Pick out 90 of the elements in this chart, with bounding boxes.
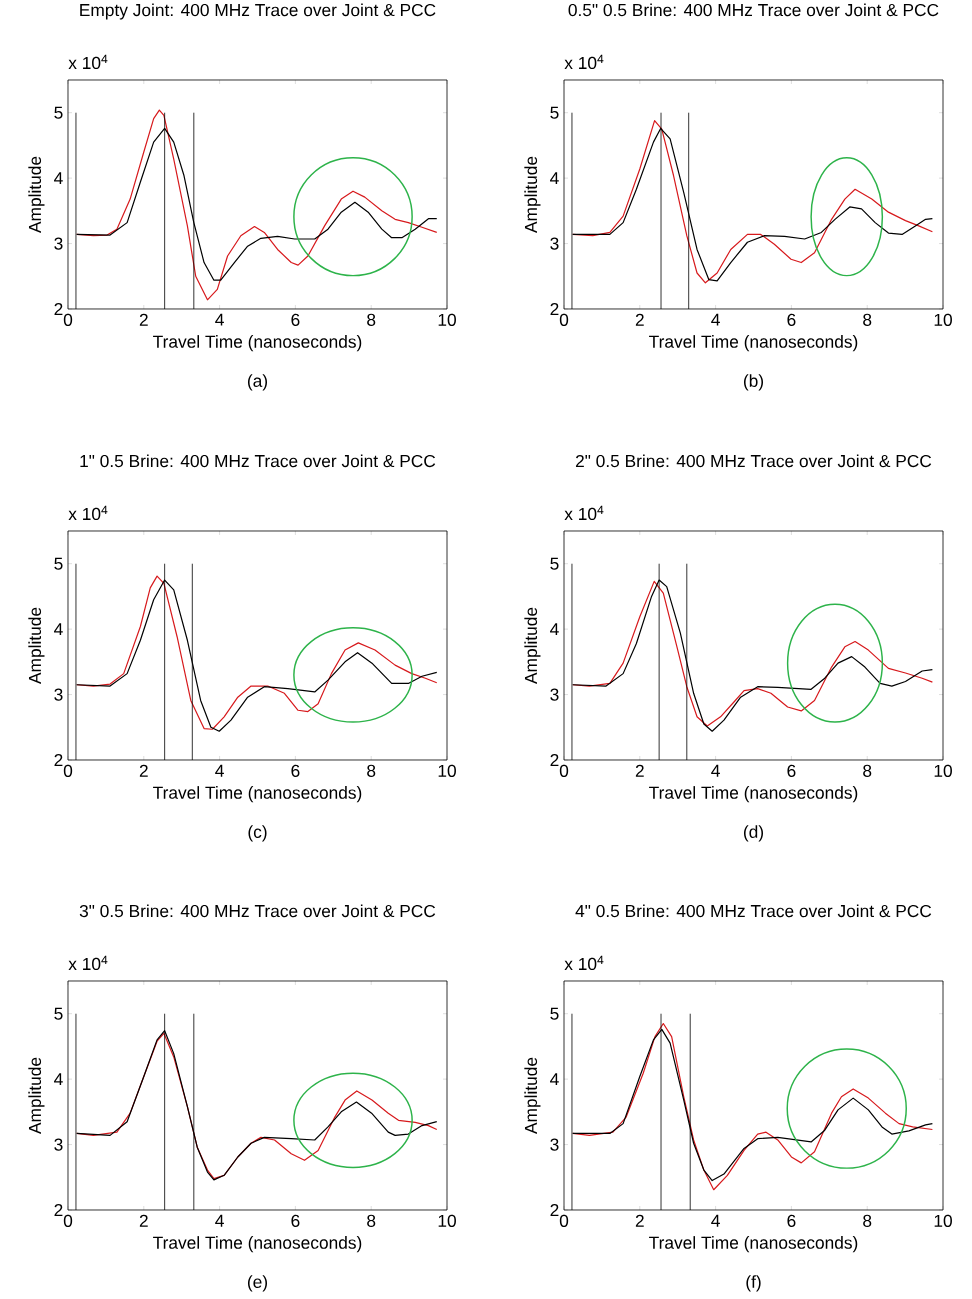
x-tick-label: 10 — [934, 313, 952, 326]
y-tick-label: 5 — [54, 557, 63, 570]
y-tick-label: 2 — [550, 302, 559, 316]
x-tick-label: 4 — [711, 313, 720, 326]
y-tick-label: 4 — [54, 1073, 63, 1086]
x-tick-label: 4 — [215, 1214, 224, 1227]
x-tick-label: 2 — [139, 313, 148, 326]
x-tick-label: 2 — [635, 764, 644, 777]
x-axis-title: Travel Time (nanoseconds) — [153, 335, 362, 352]
y-tick-label: 3 — [550, 1138, 559, 1151]
text: x 10$^{4}$ — [564, 54, 604, 70]
x-tick-label: 8 — [367, 313, 376, 326]
text: x 10$^{4}$ — [68, 955, 108, 971]
y-tick-label: 3 — [550, 237, 559, 250]
text: x 10$^{4}$ — [68, 54, 108, 70]
y-tick-label: 5 — [550, 1007, 559, 1020]
chart-title: 2" 0.5 Brine: 400 MHz Trace over Joint & PCC — [575, 454, 932, 468]
x-axis-title: Travel Time (nanoseconds) — [649, 335, 858, 352]
x-tick-label: 0 — [559, 1214, 569, 1227]
y-tick-label: 2 — [550, 1203, 559, 1217]
y-tick-label: 3 — [54, 688, 63, 701]
x-axis-title: Travel Time (nanoseconds) — [649, 1236, 858, 1253]
x-tick-label: 2 — [139, 1214, 148, 1227]
y-tick-label: 5 — [54, 1007, 63, 1020]
x-tick-label: 0 — [63, 1214, 73, 1227]
x-tick-label: 0 — [63, 313, 73, 326]
y-tick-label: 2 — [54, 1203, 63, 1217]
x-tick-label: 10 — [438, 1214, 456, 1227]
text: x 10$^{4}$ — [564, 505, 604, 521]
text: (a) — [247, 374, 268, 391]
x-tick-label: 4 — [215, 764, 224, 777]
y-axis-title: Amplitude — [524, 156, 541, 233]
y-axis-title: Amplitude — [28, 1057, 45, 1134]
x-tick-label: 8 — [863, 1214, 872, 1227]
text: (f) — [746, 1275, 761, 1292]
x-tick-label: 10 — [934, 764, 952, 777]
y-tick-label: 2 — [54, 753, 63, 767]
y-tick-label: 4 — [550, 172, 559, 185]
y-tick-label: 4 — [550, 1073, 559, 1086]
y-axis-title: Amplitude — [28, 156, 45, 233]
x-tick-label: 2 — [635, 1214, 644, 1227]
x-axis-title: Travel Time (nanoseconds) — [153, 786, 362, 803]
x-tick-label: 6 — [787, 1214, 796, 1227]
y-axis-title: Amplitude — [524, 1057, 541, 1134]
x-tick-label: 8 — [367, 1214, 376, 1227]
y-tick-label: 5 — [54, 106, 63, 119]
x-tick-label: 4 — [711, 1214, 720, 1227]
y-axis-title: Amplitude — [524, 607, 541, 684]
x-tick-label: 0 — [559, 764, 569, 777]
x-axis-title: Travel Time (nanoseconds) — [649, 786, 858, 803]
chart-title: 0.5" 0.5 Brine: 400 MHz Trace over Joint & PCC — [568, 3, 939, 17]
y-tick-label: 4 — [550, 623, 559, 636]
y-tick-label: 5 — [550, 106, 559, 119]
y-tick-label: 4 — [54, 623, 63, 636]
x-tick-label: 10 — [934, 1214, 952, 1227]
text: (e) — [247, 1275, 268, 1292]
x-tick-label: 6 — [787, 313, 796, 326]
x-axis-title: Travel Time (nanoseconds) — [153, 1236, 362, 1253]
x-tick-label: 0 — [559, 313, 569, 326]
chart-title: 4" 0.5 Brine: 400 MHz Trace over Joint & PCC — [575, 904, 932, 918]
y-tick-label: 2 — [54, 302, 63, 316]
x-tick-label: 10 — [438, 313, 456, 326]
x-tick-label: 2 — [635, 313, 644, 326]
text: (c) — [248, 825, 267, 842]
x-tick-label: 6 — [291, 764, 300, 777]
x-tick-label: 8 — [863, 764, 872, 777]
y-tick-label: 3 — [550, 688, 559, 701]
chart-title: Empty Joint: 400 MHz Trace over Joint & PCC — [80, 3, 436, 20]
y-tick-label: 5 — [550, 557, 559, 570]
x-tick-label: 2 — [139, 764, 148, 777]
y-tick-label: 4 — [54, 172, 63, 185]
chart-title: 1" 0.5 Brine: 400 MHz Trace over Joint & PCC — [80, 454, 436, 468]
x-tick-label: 10 — [438, 764, 456, 777]
x-tick-label: 8 — [863, 313, 872, 326]
x-tick-label: 8 — [367, 764, 376, 777]
x-tick-label: 6 — [291, 313, 300, 326]
x-tick-label: 4 — [215, 313, 224, 326]
text: (b) — [743, 374, 764, 391]
text: (d) — [743, 825, 764, 842]
x-tick-label: 6 — [787, 764, 796, 777]
x-tick-label: 4 — [711, 764, 720, 777]
chart-title: 3" 0.5 Brine: 400 MHz Trace over Joint & PCC — [79, 904, 436, 918]
y-tick-label: 2 — [550, 753, 559, 767]
y-tick-label: 3 — [54, 237, 63, 250]
x-tick-label: 6 — [291, 1214, 300, 1227]
x-tick-label: 0 — [63, 764, 73, 777]
text: x 10$^{4}$ — [564, 955, 604, 971]
y-tick-label: 3 — [54, 1138, 63, 1151]
y-axis-title: Amplitude — [28, 607, 45, 684]
text: x 10$^{4}$ — [68, 505, 108, 521]
